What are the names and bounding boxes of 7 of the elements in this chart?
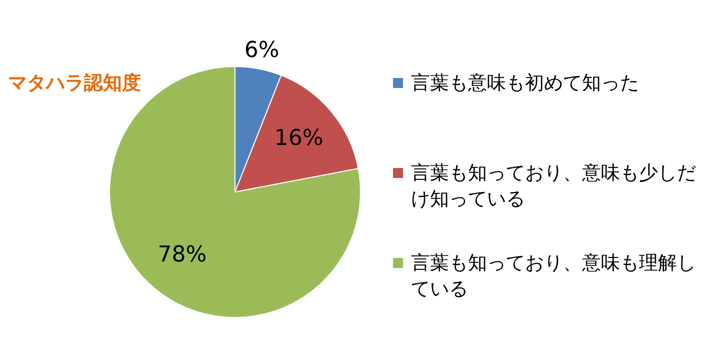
legend-label: 言葉も知っており、意味も少しだけ知っている (411, 161, 697, 212)
data-label: 6% (244, 38, 280, 63)
data-label: 78% (158, 242, 207, 268)
text: マタハラ認知度 (8, 71, 141, 96)
legend-label: 言葉も知っており、意味も理解している (411, 251, 697, 302)
legend-label: 言葉も意味も初めて知った (411, 71, 639, 96)
data-label: 16% (274, 126, 324, 151)
